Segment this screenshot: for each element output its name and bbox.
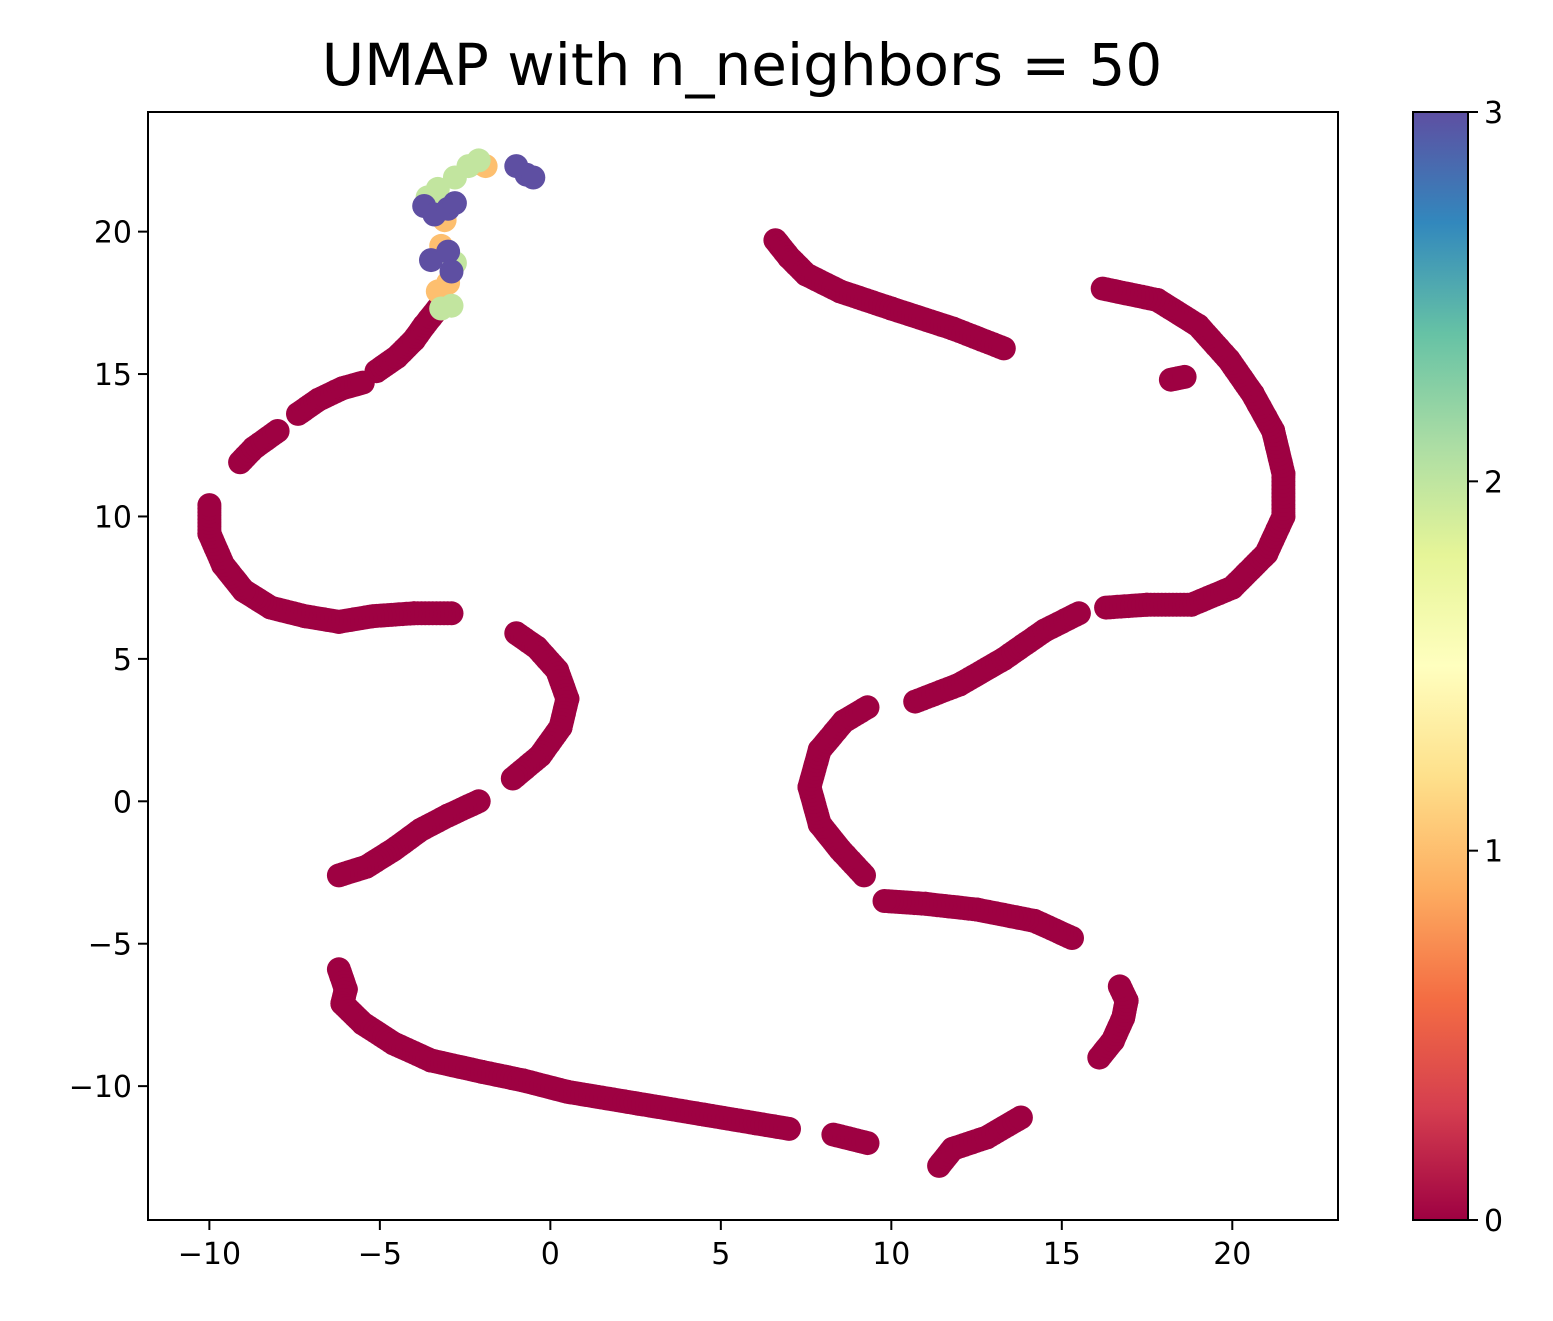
y-tick-label: 15 <box>94 358 132 393</box>
chart-title: UMAP with n_neighbors = 50 <box>322 31 1163 99</box>
data-point-class-0 <box>1090 276 1115 301</box>
data-point-class-3 <box>439 259 464 284</box>
x-tick-label: 15 <box>1043 1237 1081 1272</box>
data-point-class-2 <box>425 176 450 201</box>
data-point-class-0 <box>1172 364 1197 389</box>
data-point-class-0 <box>197 493 222 518</box>
colorbar-tick-label: 3 <box>1484 96 1503 131</box>
colorbar <box>1412 111 1469 1221</box>
data-point-class-2 <box>466 148 491 173</box>
y-tick-label: 20 <box>94 216 132 251</box>
colorbar-tick-label: 1 <box>1484 835 1503 870</box>
data-point-class-2 <box>439 293 464 318</box>
data-point-class-0 <box>777 1116 801 1141</box>
data-point-class-0 <box>1066 601 1091 626</box>
x-tick-label: −10 <box>178 1237 241 1272</box>
data-point-class-0 <box>1107 974 1132 999</box>
y-tick-label: 10 <box>94 500 132 535</box>
plot-frame <box>147 111 1339 1221</box>
y-tick-label: 5 <box>113 643 132 678</box>
data-point-class-3 <box>442 191 467 216</box>
x-tick-label: 20 <box>1213 1237 1251 1272</box>
scatter-points <box>197 148 1296 1178</box>
x-tick-label: −5 <box>358 1237 402 1272</box>
colorbar-tick-label: 2 <box>1484 465 1503 500</box>
data-point-class-0 <box>326 863 351 888</box>
y-tick-label: −5 <box>88 928 132 963</box>
y-axis: −10 −5 0 5 10 15 20 <box>69 216 148 1105</box>
y-tick-label: 0 <box>113 785 132 820</box>
colorbar-axis: 0 1 2 3 <box>1468 96 1503 1239</box>
x-tick-label: 10 <box>872 1237 910 1272</box>
y-tick-label: −10 <box>69 1070 132 1105</box>
data-point-class-3 <box>436 239 461 264</box>
x-tick-label: 5 <box>711 1237 730 1272</box>
data-point-class-0 <box>1008 1105 1033 1130</box>
data-point-class-0 <box>991 336 1016 361</box>
data-point-class-0 <box>500 766 525 791</box>
data-point-class-0 <box>855 1131 880 1156</box>
data-point-class-3 <box>521 165 546 190</box>
x-axis: −10 −5 0 5 10 15 20 <box>178 1220 1251 1272</box>
x-tick-label: 0 <box>541 1237 560 1272</box>
data-point-class-0 <box>855 695 880 720</box>
data-point-class-0 <box>265 419 290 443</box>
data-point-class-0 <box>872 889 897 913</box>
colorbar-tick-label: 0 <box>1484 1204 1503 1239</box>
